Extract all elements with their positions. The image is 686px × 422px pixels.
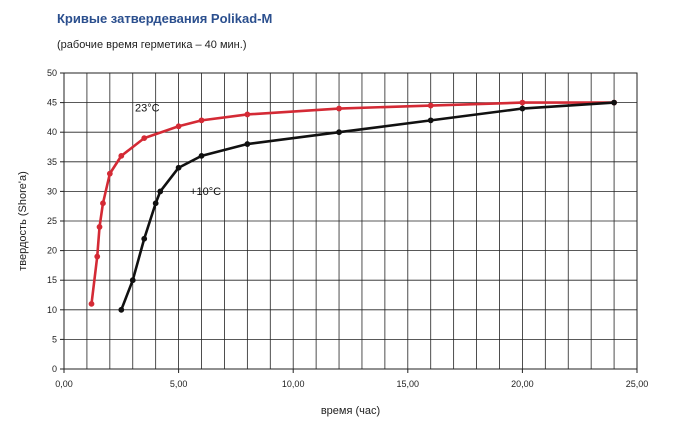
data-point: [611, 99, 617, 106]
data-point: [175, 123, 182, 130]
x-tick-label: 5,00: [170, 379, 188, 389]
data-point: [427, 117, 434, 124]
x-axis-label: время (час): [321, 405, 380, 417]
data-point: [106, 170, 113, 177]
y-tick-label: 30: [47, 186, 57, 196]
y-tick-label: 40: [47, 127, 57, 137]
y-tick-label: 5: [52, 334, 57, 344]
data-point: [152, 200, 159, 207]
data-point: [519, 105, 526, 112]
data-point: [198, 152, 205, 159]
data-point: [244, 141, 251, 147]
y-tick-label: 0: [52, 364, 57, 374]
data-point: [519, 99, 526, 106]
series-label-2: +10°C: [190, 186, 221, 198]
x-tick-label: 0,00: [55, 379, 73, 389]
data-point: [244, 111, 251, 118]
y-tick-label: 10: [47, 305, 57, 315]
data-point: [118, 306, 125, 313]
x-tick-label: 15,00: [397, 379, 420, 389]
series-line-1: [90, 101, 616, 306]
y-tick-label: 20: [47, 246, 57, 256]
y-tick-label: 50: [47, 68, 57, 78]
chart-title: Кривые затвердевания Polikad-M: [57, 11, 273, 26]
data-point: [157, 188, 164, 195]
y-tick-label: 35: [47, 157, 57, 167]
x-tick-label: 20,00: [511, 379, 534, 389]
y-tick-label: 15: [47, 275, 57, 285]
y-axis-label: твердость (Shore'a): [17, 171, 29, 271]
data-point: [88, 300, 95, 307]
data-point: [198, 117, 205, 124]
data-point: [175, 164, 182, 171]
data-point: [336, 105, 342, 112]
x-tick-label: 10,00: [282, 379, 305, 389]
data-point: [427, 102, 434, 109]
y-tick-label: 45: [47, 98, 57, 108]
y-tick-label: 25: [47, 216, 57, 226]
data-point: [118, 152, 125, 159]
series-label-1: 23°C: [135, 102, 160, 114]
chart-subtitle: (рабочие время герметика – 40 мин.): [57, 39, 247, 51]
data-point: [129, 277, 136, 284]
data-point: [94, 253, 101, 260]
data-point: [100, 200, 106, 207]
data-point: [141, 235, 148, 242]
x-tick-label: 25,00: [626, 379, 649, 389]
data-point: [336, 129, 342, 136]
data-point: [96, 224, 103, 230]
data-point: [141, 135, 148, 142]
series-line-2: [120, 101, 616, 312]
